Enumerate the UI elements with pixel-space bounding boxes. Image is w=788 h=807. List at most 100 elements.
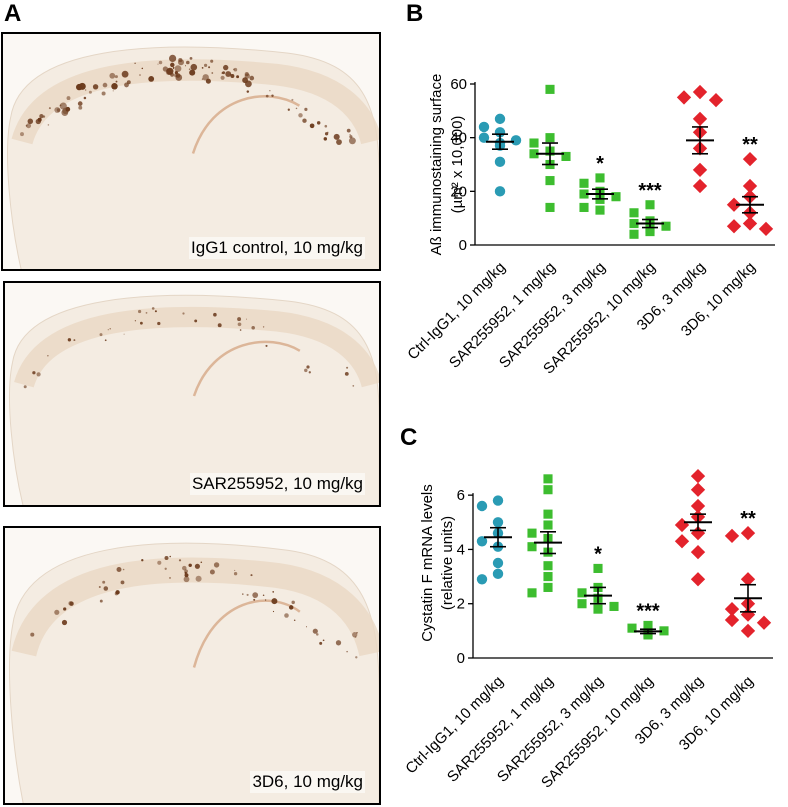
data-point: [643, 629, 653, 639]
plaque-dot: [298, 113, 303, 118]
data-point: [595, 205, 605, 215]
plaque-dot: [233, 68, 235, 71]
plaque-dot: [204, 63, 208, 67]
data-point: [690, 572, 706, 587]
chart-c: 0 2 4 6 Cystatin F mRNA levels (relative unit…: [402, 468, 773, 792]
data-point: [545, 202, 555, 212]
cortex-band: [11, 59, 379, 145]
plaque-dot: [109, 72, 116, 79]
plaque-dot: [63, 607, 67, 611]
data-point: [577, 588, 587, 598]
data-point: [742, 205, 758, 220]
plaque-dot: [88, 90, 92, 94]
plaque-dot: [291, 600, 295, 605]
category-label: SAR255952, 10 mg/kg: [538, 673, 657, 792]
plaque-dot: [174, 65, 182, 72]
plaque-dot: [316, 121, 321, 125]
plaque-dot: [264, 599, 267, 601]
plaque-dot: [83, 96, 87, 100]
category-label: Ctrl-IgG1, 10 mg/kg: [402, 673, 507, 778]
plaque-dot: [190, 63, 198, 71]
data-point: [690, 482, 706, 497]
plaque-dot: [324, 132, 329, 136]
y-tick-label: 40: [450, 130, 467, 147]
plaque-dot: [178, 59, 184, 66]
data-point: [595, 173, 605, 183]
data-point: [494, 137, 506, 149]
plaque-dot: [140, 321, 143, 325]
data-point: [740, 623, 756, 639]
plaque-dot: [194, 319, 198, 323]
data-point: [756, 615, 772, 630]
data-point: [543, 561, 553, 571]
plaque-dot: [188, 563, 192, 568]
plaque-dot: [47, 355, 49, 357]
plaque-dot: [333, 133, 340, 140]
data-point: [692, 125, 708, 140]
category-label: 3D6, 3 mg/kg: [634, 259, 709, 334]
significance-label: ***: [638, 180, 662, 202]
plaque-dot: [104, 339, 107, 342]
y-axis-label: Aß immunostaining surface: [428, 74, 445, 256]
plaque-dot: [27, 118, 34, 125]
data-point: [529, 149, 539, 159]
data-point: [742, 151, 758, 167]
plaque-dot: [348, 137, 356, 145]
data-point: [527, 588, 537, 598]
category-label: 3D6, 10 mg/kg: [678, 259, 759, 340]
plaque-dot: [304, 107, 308, 111]
plaque-dot: [47, 124, 50, 126]
plaque-dot: [291, 98, 294, 101]
plaque-dot: [98, 585, 101, 589]
plaque-dot: [322, 639, 325, 642]
data-point: [543, 572, 553, 582]
data-point: [545, 133, 555, 143]
group-0: [478, 113, 522, 197]
micrograph-label: IgG1 control, 10 mg/kg: [189, 237, 365, 259]
plaque-dot: [157, 560, 162, 565]
plaque-dot: [109, 328, 111, 330]
data-point: [593, 604, 603, 614]
data-point: [543, 485, 553, 495]
plaque-dot: [59, 104, 62, 107]
plaque-dot: [139, 74, 141, 76]
data-point: [492, 568, 504, 580]
category-label: SAR255952, 1 mg/kg: [446, 259, 559, 372]
data-point: [692, 178, 708, 194]
cortex-band: [14, 306, 379, 389]
plaque-dot: [225, 71, 232, 77]
plaque-dot: [164, 555, 169, 561]
plaque-dot: [189, 69, 196, 76]
plaque-dot: [121, 70, 129, 78]
plaque-dot: [66, 96, 71, 101]
y-axis-unit: (relative units): [439, 516, 456, 610]
data-point: [510, 135, 522, 146]
data-point: [661, 221, 671, 231]
panel-letter-b: B: [406, 0, 424, 27]
plaque-dot: [346, 366, 349, 369]
data-point: [742, 216, 758, 231]
data-point: [545, 146, 555, 156]
data-point: [643, 627, 653, 637]
plaque-dot: [336, 139, 342, 145]
plaque-dot: [352, 385, 355, 387]
plaque-dot: [213, 312, 217, 317]
plaque-dot: [272, 591, 275, 593]
plaque-dot: [305, 626, 308, 628]
plaque-dot: [242, 77, 249, 84]
data-point: [724, 612, 740, 628]
plaque-dot: [78, 105, 83, 110]
plaque-dot: [67, 338, 72, 342]
category-label: 3D6, 10 mg/kg: [676, 673, 757, 754]
hippocampus-arc: [192, 599, 301, 668]
plaque-dot: [346, 128, 351, 133]
plaque-dot: [355, 656, 358, 659]
group-3: ***: [629, 180, 671, 239]
plaque-dot: [99, 599, 103, 603]
plaque-dot: [173, 73, 178, 78]
plaque-dot: [324, 124, 328, 128]
brain-section-image: [9, 294, 379, 505]
data-point: [492, 557, 504, 569]
plaque-dot: [194, 563, 200, 569]
plaque-dot: [184, 573, 189, 578]
